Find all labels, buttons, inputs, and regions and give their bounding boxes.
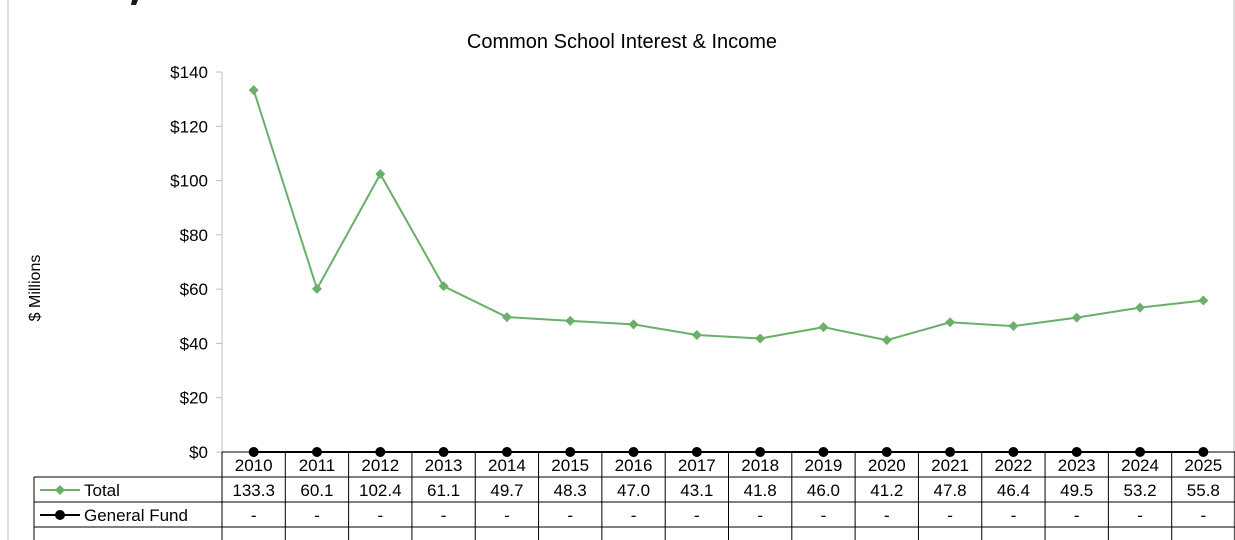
x-tick-label: 2013 (425, 456, 463, 475)
data-table-cell: 48.3 (554, 481, 587, 500)
legend-key-marker (55, 510, 65, 520)
x-tick-label: 2023 (1058, 456, 1096, 475)
x-tick-label: 2015 (551, 456, 589, 475)
data-table-cell: - (1011, 506, 1017, 525)
data-point (628, 319, 639, 330)
data-table-cell: 43.1 (680, 481, 713, 500)
x-tick-label: 2011 (299, 456, 336, 475)
x-tick-label: 2010 (235, 456, 273, 475)
data-table-cell: 47.8 (934, 481, 967, 500)
chart-title: Common School Interest & Income (467, 31, 777, 53)
data-point (1135, 302, 1146, 313)
data-table-cell: - (251, 506, 257, 525)
x-tick-label: 2022 (994, 456, 1032, 475)
y-tick-label: $0 (189, 443, 208, 462)
data-point (945, 317, 956, 328)
data-table-cell: - (947, 506, 953, 525)
x-tick-label: 2014 (488, 456, 526, 475)
chart-frame (7, 0, 1235, 540)
x-tick-label: 2025 (1184, 456, 1222, 475)
legend-label: General Fund (84, 506, 188, 525)
x-tick-label: 2020 (868, 456, 906, 475)
data-table-cell: 61.1 (427, 481, 460, 500)
data-table-cell: 55.8 (1187, 481, 1220, 500)
x-tick-label: 2021 (931, 456, 969, 475)
data-point (818, 322, 829, 333)
legend-key-marker (55, 485, 65, 495)
data-point (438, 281, 449, 292)
y-tick-label: $40 (180, 334, 208, 353)
x-tick-label: 2019 (805, 456, 843, 475)
data-point (691, 330, 702, 341)
x-tick-label: 2024 (1121, 456, 1159, 475)
data-point (881, 335, 892, 346)
data-table-cell: - (314, 506, 320, 525)
data-table-cell: - (694, 506, 700, 525)
data-table-cell: 49.7 (490, 481, 523, 500)
y-tick-label: $140 (170, 63, 208, 82)
y-tick-label: $80 (180, 226, 208, 245)
data-table-cell: - (1074, 506, 1080, 525)
y-tick-label: $120 (170, 117, 208, 136)
data-table-cell: - (504, 506, 510, 525)
x-tick-label: 2012 (361, 456, 399, 475)
y-tick-label: $20 (180, 389, 208, 408)
data-table-cell: - (757, 506, 763, 525)
data-table-cell: 60.1 (300, 481, 333, 500)
data-table-cell: - (884, 506, 890, 525)
x-tick-label: 2016 (615, 456, 653, 475)
series-line (252, 89, 1204, 342)
data-table-cell: - (567, 506, 573, 525)
data-table-cell: - (821, 506, 827, 525)
data-point (311, 283, 322, 294)
data-table-cell: - (1201, 506, 1207, 525)
y-axis-label: $ Millions (27, 255, 44, 322)
data-table-cell: 133.3 (232, 481, 275, 500)
x-tick-label: 2017 (678, 456, 716, 475)
data-point (1198, 295, 1209, 306)
data-point (1071, 312, 1082, 323)
data-table-cell: 41.2 (870, 481, 903, 500)
data-table-cell: 53.2 (1123, 481, 1156, 500)
data-point (755, 333, 766, 344)
legend-label: Total (84, 481, 120, 500)
x-tick-label: 2018 (741, 456, 779, 475)
data-table-cell: - (377, 506, 383, 525)
data-point (501, 312, 512, 323)
data-table-cell: 41.8 (744, 481, 777, 500)
data-point (248, 85, 259, 96)
data-table-cell: 46.0 (807, 481, 840, 500)
data-table-cell: - (1137, 506, 1143, 525)
data-table-cell: 49.5 (1060, 481, 1093, 500)
y-tick-label: $60 (180, 280, 208, 299)
data-point (565, 315, 576, 326)
clipped-heading-glyph (131, 0, 138, 5)
data-point (375, 169, 386, 180)
y-tick-label: $100 (170, 172, 208, 191)
data-table-cell: - (631, 506, 637, 525)
data-table-cell: 46.4 (997, 481, 1030, 500)
data-table-cell: 102.4 (359, 481, 402, 500)
data-table-cell: 47.0 (617, 481, 650, 500)
data-point (1008, 321, 1019, 332)
data-table-cell: - (441, 506, 447, 525)
